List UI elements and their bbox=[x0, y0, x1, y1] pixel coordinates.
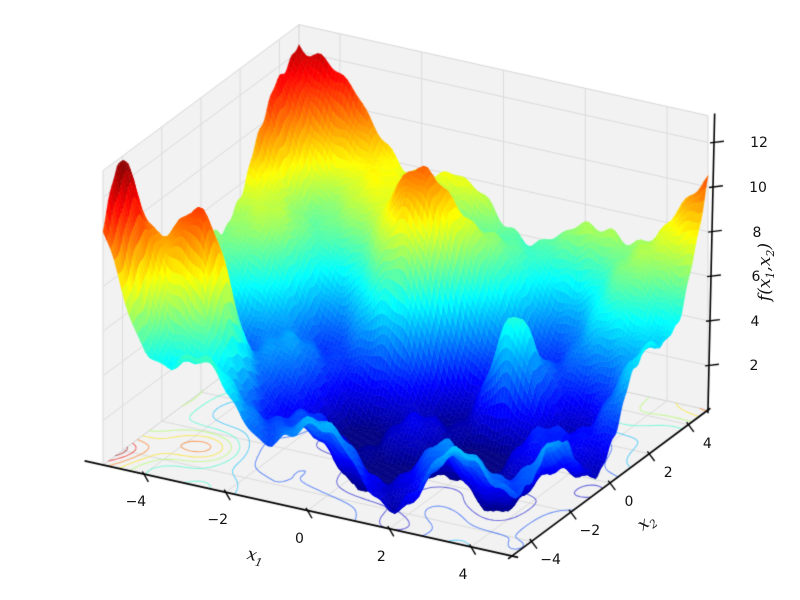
figure-3d-surface-plot: x1 x2 f(x1,x2) −4 −2 0 2 4 −4 −2 0 2 4 2 4 6 8 10 12 bbox=[0, 0, 800, 600]
surface-plot-canvas bbox=[0, 0, 800, 600]
